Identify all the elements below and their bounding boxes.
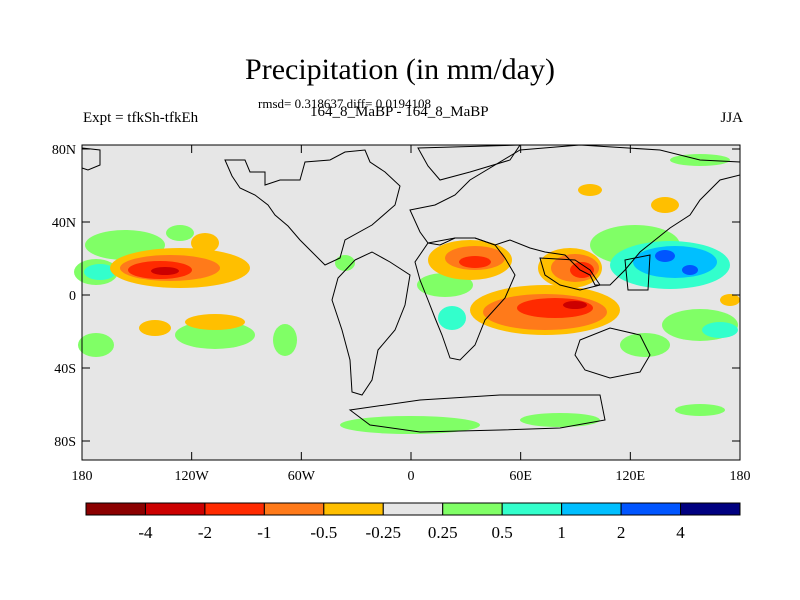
colorbar-label: 4 [676, 523, 685, 542]
lat-tick-label: 40N [52, 216, 76, 231]
anomaly-yellow-npac-east [651, 197, 679, 213]
coast-indochina [539, 257, 601, 291]
coast-africa [414, 237, 516, 361]
anomaly-green-spac-small [273, 324, 297, 356]
lon-tick-label: 120W [175, 469, 210, 484]
case-label: 164_8_MaBP - 164_8_MaBP [310, 104, 489, 120]
lon-tick-label: 120E [616, 469, 646, 484]
anomaly-darkred-npac [151, 267, 179, 275]
lon-tick-label: 60E [509, 469, 532, 484]
anomaly-yellow-spac-2 [185, 314, 245, 330]
coast-japan [624, 254, 651, 291]
map-background [82, 145, 740, 460]
experiment-label: Expt = tfkSh-tfkEh [83, 110, 199, 126]
anomaly-darkblue-wpac-1 [655, 250, 675, 262]
anomaly-blue-wpac [633, 246, 717, 278]
lat-tick-label: 0 [69, 289, 76, 304]
coast-antarctica [348, 394, 606, 433]
lon-tick-label: 60W [288, 469, 316, 484]
coast-north-america [224, 149, 401, 266]
coast-alaska [81, 147, 101, 171]
precipitation-anomaly-fields [74, 154, 740, 434]
lon-tick-label: 180 [72, 469, 93, 484]
colorbar-swatch [323, 502, 384, 516]
colorbar-label: -1 [257, 523, 271, 542]
coast-south-america [331, 251, 411, 396]
lat-tick-label: 80N [52, 143, 76, 158]
colorbar-swatch [501, 502, 563, 516]
colorbar: -4 -2 -1 -0.5 -0.25 0.25 0.5 1 2 4 [85, 502, 741, 542]
anomaly-yellow-pac-small [191, 233, 219, 253]
anomaly-green-spac-west [78, 333, 114, 357]
colorbar-swatch [85, 502, 146, 516]
anomaly-yellow-spac-1 [139, 320, 171, 336]
lat-axis: 80N 40N 0 40S 80S [52, 143, 740, 450]
anomaly-yellow-spac-east [720, 294, 740, 306]
colorbar-label: -2 [198, 523, 212, 542]
anomaly-green-pac-north [166, 225, 194, 241]
colorbar-label: 0.25 [428, 523, 458, 542]
anomaly-darkred-io [563, 301, 587, 309]
lon-tick-label: 180 [730, 469, 751, 484]
anomaly-cyan-epac [84, 264, 116, 280]
anomaly-green-so-3 [675, 404, 725, 416]
colorbar-swatch [204, 502, 265, 516]
stats-label: rmsd= 0.318637 diff= 0.0194108 [258, 96, 431, 111]
plot-title: Precipitation (in mm/day) [245, 53, 555, 86]
colorbar-label: -4 [138, 523, 153, 542]
coast-australia [574, 327, 651, 379]
colorbar-swatch [620, 502, 682, 516]
anomaly-cyan-swpac [702, 322, 738, 338]
season-label: JJA [720, 110, 743, 126]
colorbar-swatch [263, 502, 325, 516]
colorbar-label: 2 [617, 523, 626, 542]
anomaly-green-so-2 [520, 413, 600, 427]
coastlines [81, 144, 741, 433]
anomaly-green-so-1 [340, 416, 480, 434]
colorbar-swatch [382, 502, 444, 516]
anomaly-cyan-africa [438, 306, 466, 330]
colorbar-swatch [442, 502, 503, 516]
colorbar-swatch [561, 502, 622, 516]
anomaly-green-spac-mid [175, 321, 255, 349]
lat-tick-label: 40S [54, 362, 76, 377]
lat-tick-label: 80S [54, 435, 76, 450]
colorbar-swatch [680, 502, 741, 516]
lon-tick-label: 0 [408, 469, 415, 484]
anomaly-yellow-asia [578, 184, 602, 196]
colorbar-label: 0.5 [492, 523, 513, 542]
colorbar-label: 1 [557, 523, 566, 542]
colorbar-swatch [144, 502, 206, 516]
colorbar-label: -0.5 [310, 523, 337, 542]
anomaly-red-africa [459, 256, 491, 268]
colorbar-label: -0.25 [366, 523, 401, 542]
anomaly-green-atl [335, 255, 355, 271]
lon-axis: 180 120W 60W 0 60E 120E 180 [72, 145, 751, 484]
anomaly-darkblue-wpac-2 [682, 265, 698, 275]
